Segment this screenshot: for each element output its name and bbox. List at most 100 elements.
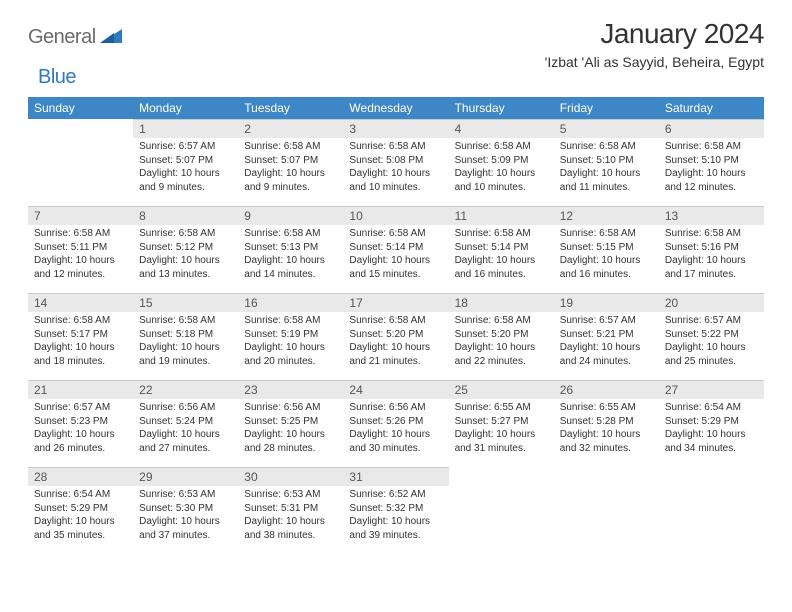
day-body: Sunrise: 6:58 AMSunset: 5:10 PMDaylight:… <box>659 138 764 200</box>
calendar-cell: 9Sunrise: 6:58 AMSunset: 5:13 PMDaylight… <box>238 206 343 287</box>
weekday-header-row: Sunday Monday Tuesday Wednesday Thursday… <box>28 97 764 119</box>
sunset-text: Sunset: 5:31 PM <box>244 502 337 516</box>
day-number: 18 <box>449 293 554 312</box>
sunrise-text: Sunrise: 6:57 AM <box>139 140 232 154</box>
sunset-text: Sunset: 5:20 PM <box>455 328 548 342</box>
daylight-text: Daylight: 10 hours and 25 minutes. <box>665 341 758 368</box>
daylight-text: Daylight: 10 hours and 38 minutes. <box>244 515 337 542</box>
daylight-text: Daylight: 10 hours and 12 minutes. <box>665 167 758 194</box>
day-body: Sunrise: 6:56 AMSunset: 5:24 PMDaylight:… <box>133 399 238 461</box>
sunrise-text: Sunrise: 6:53 AM <box>139 488 232 502</box>
calendar-cell: 26Sunrise: 6:55 AMSunset: 5:28 PMDayligh… <box>554 380 659 461</box>
sunset-text: Sunset: 5:14 PM <box>455 241 548 255</box>
day-body: Sunrise: 6:57 AMSunset: 5:22 PMDaylight:… <box>659 312 764 374</box>
day-body: Sunrise: 6:58 AMSunset: 5:15 PMDaylight:… <box>554 225 659 287</box>
calendar-cell: 21Sunrise: 6:57 AMSunset: 5:23 PMDayligh… <box>28 380 133 461</box>
sunset-text: Sunset: 5:32 PM <box>349 502 442 516</box>
day-number: 2 <box>238 119 343 138</box>
daylight-text: Daylight: 10 hours and 39 minutes. <box>349 515 442 542</box>
calendar-cell <box>449 467 554 548</box>
sunset-text: Sunset: 5:29 PM <box>34 502 127 516</box>
daylight-text: Daylight: 10 hours and 28 minutes. <box>244 428 337 455</box>
sunset-text: Sunset: 5:22 PM <box>665 328 758 342</box>
sunrise-text: Sunrise: 6:58 AM <box>560 140 653 154</box>
sunrise-text: Sunrise: 6:58 AM <box>455 314 548 328</box>
sunrise-text: Sunrise: 6:58 AM <box>349 314 442 328</box>
day-number: 3 <box>343 119 448 138</box>
daylight-text: Daylight: 10 hours and 20 minutes. <box>244 341 337 368</box>
sunrise-text: Sunrise: 6:58 AM <box>455 227 548 241</box>
sunrise-text: Sunrise: 6:58 AM <box>349 227 442 241</box>
day-number: 15 <box>133 293 238 312</box>
day-body: Sunrise: 6:58 AMSunset: 5:11 PMDaylight:… <box>28 225 133 287</box>
sunset-text: Sunset: 5:24 PM <box>139 415 232 429</box>
daylight-text: Daylight: 10 hours and 19 minutes. <box>139 341 232 368</box>
sunrise-text: Sunrise: 6:58 AM <box>665 227 758 241</box>
day-number: 31 <box>343 467 448 486</box>
day-body: Sunrise: 6:58 AMSunset: 5:14 PMDaylight:… <box>343 225 448 287</box>
sunrise-text: Sunrise: 6:58 AM <box>349 140 442 154</box>
daylight-text: Daylight: 10 hours and 26 minutes. <box>34 428 127 455</box>
day-body: Sunrise: 6:52 AMSunset: 5:32 PMDaylight:… <box>343 486 448 548</box>
sunrise-text: Sunrise: 6:58 AM <box>244 140 337 154</box>
calendar-cell: 5Sunrise: 6:58 AMSunset: 5:10 PMDaylight… <box>554 119 659 200</box>
daylight-text: Daylight: 10 hours and 13 minutes. <box>139 254 232 281</box>
sunset-text: Sunset: 5:16 PM <box>665 241 758 255</box>
weekday-header: Thursday <box>449 97 554 119</box>
sunrise-text: Sunrise: 6:53 AM <box>244 488 337 502</box>
calendar-cell: 10Sunrise: 6:58 AMSunset: 5:14 PMDayligh… <box>343 206 448 287</box>
daylight-text: Daylight: 10 hours and 35 minutes. <box>34 515 127 542</box>
sunset-text: Sunset: 5:27 PM <box>455 415 548 429</box>
day-number: 20 <box>659 293 764 312</box>
day-body: Sunrise: 6:58 AMSunset: 5:08 PMDaylight:… <box>343 138 448 200</box>
calendar-cell: 29Sunrise: 6:53 AMSunset: 5:30 PMDayligh… <box>133 467 238 548</box>
day-number: 29 <box>133 467 238 486</box>
calendar-row: 7Sunrise: 6:58 AMSunset: 5:11 PMDaylight… <box>28 206 764 287</box>
day-body: Sunrise: 6:56 AMSunset: 5:26 PMDaylight:… <box>343 399 448 461</box>
day-number: 14 <box>28 293 133 312</box>
calendar-cell: 12Sunrise: 6:58 AMSunset: 5:15 PMDayligh… <box>554 206 659 287</box>
daylight-text: Daylight: 10 hours and 37 minutes. <box>139 515 232 542</box>
calendar-cell: 8Sunrise: 6:58 AMSunset: 5:12 PMDaylight… <box>133 206 238 287</box>
sunrise-text: Sunrise: 6:57 AM <box>34 401 127 415</box>
calendar-cell: 17Sunrise: 6:58 AMSunset: 5:20 PMDayligh… <box>343 293 448 374</box>
calendar-cell: 15Sunrise: 6:58 AMSunset: 5:18 PMDayligh… <box>133 293 238 374</box>
day-number: 10 <box>343 206 448 225</box>
sunrise-text: Sunrise: 6:58 AM <box>34 314 127 328</box>
daylight-text: Daylight: 10 hours and 11 minutes. <box>560 167 653 194</box>
day-body: Sunrise: 6:58 AMSunset: 5:10 PMDaylight:… <box>554 138 659 200</box>
day-number: 28 <box>28 467 133 486</box>
sunrise-text: Sunrise: 6:54 AM <box>665 401 758 415</box>
calendar-cell: 20Sunrise: 6:57 AMSunset: 5:22 PMDayligh… <box>659 293 764 374</box>
empty-cell <box>554 467 659 537</box>
daylight-text: Daylight: 10 hours and 27 minutes. <box>139 428 232 455</box>
daylight-text: Daylight: 10 hours and 21 minutes. <box>349 341 442 368</box>
sunset-text: Sunset: 5:08 PM <box>349 154 442 168</box>
sunrise-text: Sunrise: 6:58 AM <box>455 140 548 154</box>
daylight-text: Daylight: 10 hours and 9 minutes. <box>244 167 337 194</box>
day-number: 7 <box>28 206 133 225</box>
calendar-cell <box>28 119 133 200</box>
day-body: Sunrise: 6:58 AMSunset: 5:20 PMDaylight:… <box>343 312 448 374</box>
daylight-text: Daylight: 10 hours and 34 minutes. <box>665 428 758 455</box>
day-body: Sunrise: 6:58 AMSunset: 5:14 PMDaylight:… <box>449 225 554 287</box>
day-body: Sunrise: 6:55 AMSunset: 5:28 PMDaylight:… <box>554 399 659 461</box>
day-body: Sunrise: 6:58 AMSunset: 5:17 PMDaylight:… <box>28 312 133 374</box>
day-body: Sunrise: 6:57 AMSunset: 5:23 PMDaylight:… <box>28 399 133 461</box>
daylight-text: Daylight: 10 hours and 24 minutes. <box>560 341 653 368</box>
sunset-text: Sunset: 5:23 PM <box>34 415 127 429</box>
calendar-cell: 14Sunrise: 6:58 AMSunset: 5:17 PMDayligh… <box>28 293 133 374</box>
sunset-text: Sunset: 5:11 PM <box>34 241 127 255</box>
day-body: Sunrise: 6:58 AMSunset: 5:16 PMDaylight:… <box>659 225 764 287</box>
sunset-text: Sunset: 5:18 PM <box>139 328 232 342</box>
sunset-text: Sunset: 5:17 PM <box>34 328 127 342</box>
day-number: 5 <box>554 119 659 138</box>
sunrise-text: Sunrise: 6:58 AM <box>560 227 653 241</box>
day-body: Sunrise: 6:54 AMSunset: 5:29 PMDaylight:… <box>28 486 133 548</box>
day-number: 13 <box>659 206 764 225</box>
calendar-table: Sunday Monday Tuesday Wednesday Thursday… <box>28 97 764 548</box>
empty-cell <box>449 467 554 537</box>
daylight-text: Daylight: 10 hours and 16 minutes. <box>560 254 653 281</box>
sunset-text: Sunset: 5:21 PM <box>560 328 653 342</box>
daylight-text: Daylight: 10 hours and 18 minutes. <box>34 341 127 368</box>
